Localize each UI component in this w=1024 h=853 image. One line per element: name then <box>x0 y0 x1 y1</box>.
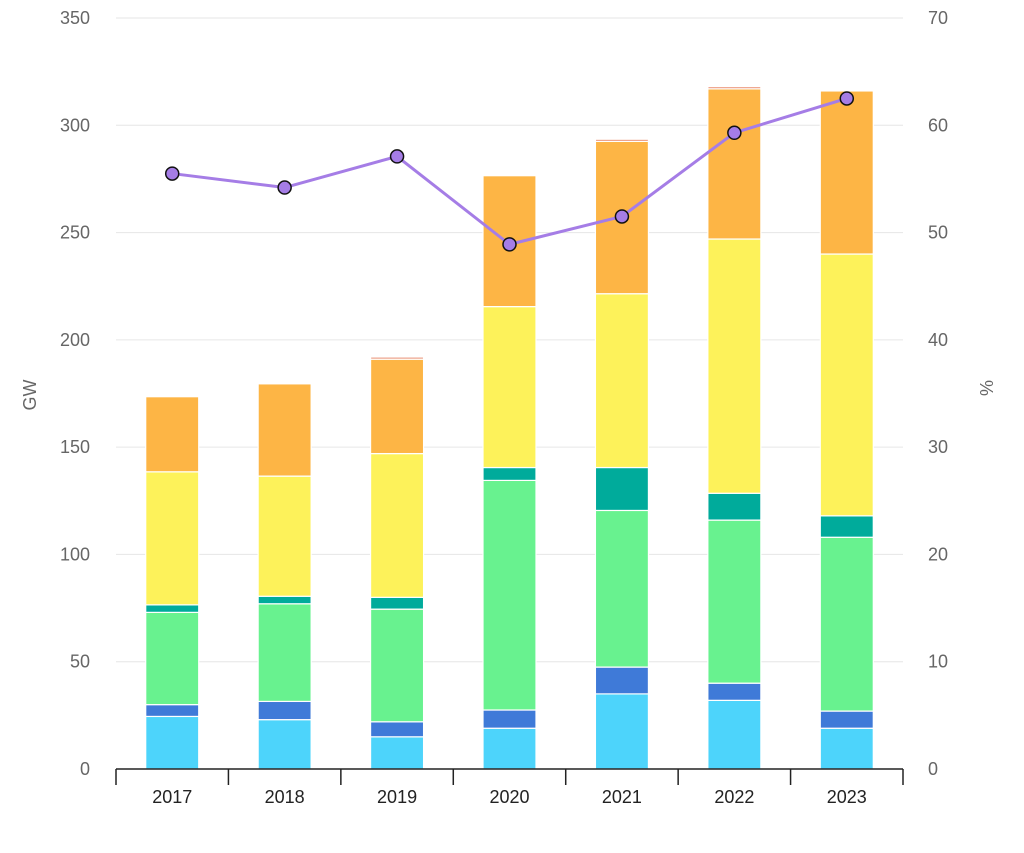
bar-segment <box>819 727 874 770</box>
bar-segment <box>707 238 762 494</box>
line-point <box>839 91 855 106</box>
bar-segment <box>145 704 200 718</box>
y-tick-label: 350 <box>60 8 90 28</box>
y2-tick-label: 40 <box>928 330 948 350</box>
bar-segment <box>707 88 762 240</box>
bar-segment <box>594 293 650 469</box>
bar-segment <box>819 90 874 255</box>
bar-segment <box>707 519 762 684</box>
y-tick-label: 0 <box>80 759 90 779</box>
y-tick-label: 300 <box>60 115 90 135</box>
bar-segment <box>482 709 537 729</box>
bar-segment <box>369 608 425 723</box>
bar-segment <box>145 611 200 706</box>
y-tick-label: 250 <box>60 223 90 243</box>
bar-segment <box>369 721 425 738</box>
y2-tick-label: 70 <box>928 8 948 28</box>
bar-segment <box>482 479 537 711</box>
bar-segment <box>482 305 537 469</box>
bar-segment <box>257 603 312 703</box>
bar-segment <box>707 86 762 90</box>
axes: 0 50 100 150 200 250 300 350 0 10 20 30 40 50 60 70 2017… <box>60 8 948 807</box>
bar-segment <box>369 452 425 598</box>
x-tick-label: 2020 <box>489 787 529 807</box>
bar-segment <box>257 475 312 597</box>
bar-segment <box>145 715 200 770</box>
stacked-bars <box>145 86 874 770</box>
x-tick-label: 2019 <box>377 787 417 807</box>
bar-segment <box>145 604 200 613</box>
bar-segment <box>819 710 874 729</box>
bar-segment <box>707 682 762 701</box>
bar-segment <box>369 356 425 360</box>
x-tick-label: 2022 <box>714 787 754 807</box>
percentage-line-series <box>164 91 855 252</box>
bar-segment <box>369 596 425 610</box>
bar-segment <box>819 253 874 517</box>
x-tick-label: 2018 <box>265 787 305 807</box>
y2-tick-label: 30 <box>928 437 948 457</box>
y-tick-label: 200 <box>60 330 90 350</box>
bar-segment <box>594 466 650 512</box>
y-axis-title: GW <box>20 379 40 410</box>
y-tick-label: 150 <box>60 437 90 457</box>
line-point <box>614 209 630 224</box>
bar-segment <box>594 509 650 668</box>
bar-segment <box>594 666 650 695</box>
bar-segment <box>145 396 200 473</box>
bar-segment <box>707 492 762 521</box>
bar-segment <box>257 595 312 605</box>
y2-axis-title: % <box>976 380 996 396</box>
bar-segment <box>257 383 312 477</box>
y2-tick-label: 0 <box>928 759 938 779</box>
x-tick-label: 2021 <box>602 787 642 807</box>
bar-segment <box>369 736 425 770</box>
y2-tick-label: 50 <box>928 223 948 243</box>
bar-segment <box>707 699 762 770</box>
y-tick-label: 50 <box>70 652 90 672</box>
y2-tick-label: 20 <box>928 544 948 564</box>
line-point <box>502 237 517 252</box>
bar-segment <box>369 358 425 455</box>
bar-segment <box>594 138 650 142</box>
bar-segment <box>145 471 200 606</box>
line-point <box>389 149 405 164</box>
bar-segment <box>594 693 650 770</box>
bar-segment <box>819 515 874 538</box>
y-tick-label: 100 <box>60 544 90 564</box>
x-tick-label: 2023 <box>827 787 867 807</box>
bar-segment <box>482 727 537 770</box>
bar-segment <box>257 700 312 721</box>
line-point <box>164 166 180 181</box>
x-tick-label: 2017 <box>152 787 192 807</box>
line-point <box>277 180 292 195</box>
y2-tick-label: 60 <box>928 115 948 135</box>
bar-segment <box>482 466 537 482</box>
bar-segment <box>819 536 874 712</box>
y2-tick-label: 10 <box>928 652 948 672</box>
bar-segment <box>257 719 312 770</box>
line-point <box>727 125 742 141</box>
